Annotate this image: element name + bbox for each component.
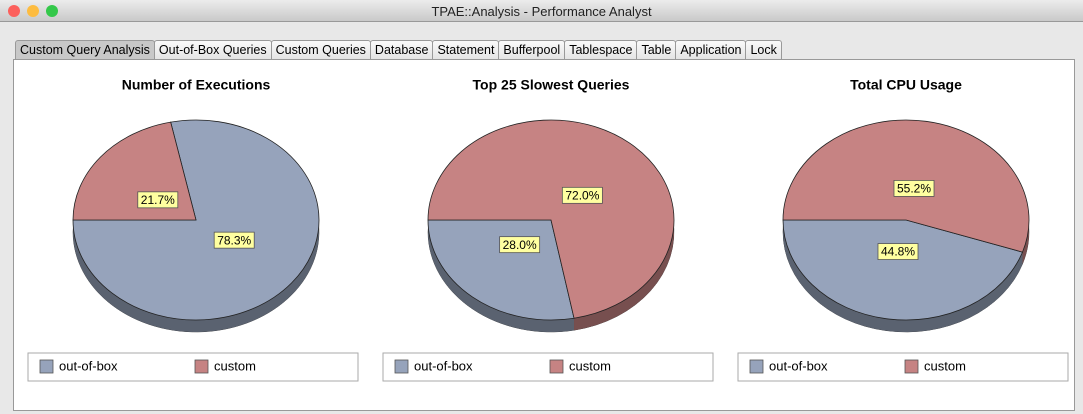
data-label-text: 55.2% bbox=[897, 182, 931, 196]
data-label: 21.7% bbox=[137, 191, 179, 209]
tab-bar: Custom Query Analysis Out-of-Box Queries C… bbox=[15, 40, 782, 59]
data-label-text: 21.7% bbox=[141, 193, 175, 207]
pie-slice-side bbox=[428, 220, 575, 332]
legend-label: out-of-box bbox=[769, 358, 828, 373]
tab[interactable]: Lock bbox=[745, 40, 782, 59]
data-label: 78.3% bbox=[213, 231, 255, 249]
legend-label: custom bbox=[924, 358, 966, 373]
tab[interactable]: Application bbox=[675, 40, 747, 59]
window-title: TPAE::Analysis - Performance Analyst bbox=[431, 4, 652, 19]
data-label-text: 78.3% bbox=[217, 233, 251, 247]
legend-label: custom bbox=[214, 358, 256, 373]
legend-label: out-of-box bbox=[414, 358, 473, 373]
legend-label: out-of-box bbox=[59, 358, 118, 373]
tab[interactable]: Custom Query Analysis bbox=[15, 40, 155, 59]
legend-box bbox=[737, 352, 1069, 382]
legend-swatch bbox=[194, 359, 209, 374]
charts: Number of Executions 78.3% 21.7% out-of-box… bbox=[27, 77, 1069, 382]
tab[interactable]: Bufferpool bbox=[498, 40, 566, 59]
tab[interactable]: Tablespace bbox=[564, 40, 638, 59]
label-box bbox=[213, 231, 255, 249]
tab[interactable]: Custom Queries bbox=[270, 40, 371, 59]
tab[interactable]: Out-of-Box Queries bbox=[153, 40, 272, 59]
label-box bbox=[893, 180, 935, 197]
data-label: 55.2% bbox=[893, 180, 935, 197]
tab[interactable]: Table bbox=[636, 40, 677, 59]
label-box bbox=[499, 236, 541, 254]
pie-slice bbox=[427, 219, 575, 321]
chart-title: Total CPU Usage bbox=[850, 77, 962, 93]
legend-swatch bbox=[904, 359, 919, 374]
label-box bbox=[561, 186, 603, 204]
label-box bbox=[137, 191, 179, 209]
label-box bbox=[877, 243, 919, 260]
data-label-text: 28.0% bbox=[503, 238, 537, 252]
pie-slice bbox=[427, 119, 675, 319]
title-bar: TPAE::Analysis - Performance Analyst bbox=[0, 0, 1083, 22]
data-label: 44.8% bbox=[877, 243, 919, 260]
chart-title: Number of Executions bbox=[122, 77, 271, 93]
minimize-button[interactable] bbox=[27, 5, 39, 17]
tab[interactable]: Database bbox=[369, 40, 434, 59]
tab[interactable]: Statement bbox=[432, 40, 500, 59]
chart-title: Top 25 Slowest Queries bbox=[473, 77, 630, 93]
legend-label: custom bbox=[569, 358, 611, 373]
close-button[interactable] bbox=[8, 5, 20, 17]
data-label: 72.0% bbox=[561, 186, 603, 204]
legend-swatch bbox=[39, 359, 54, 374]
zoom-button[interactable] bbox=[46, 5, 58, 17]
pie-slice bbox=[782, 219, 1024, 321]
pie-slice-side bbox=[574, 222, 674, 331]
legend-swatch bbox=[549, 359, 564, 374]
data-label-text: 72.0% bbox=[565, 189, 599, 203]
data-label-text: 44.8% bbox=[881, 245, 915, 259]
legend-box bbox=[27, 352, 359, 382]
data-label: 28.0% bbox=[499, 236, 541, 254]
legend-swatch bbox=[394, 359, 409, 374]
pie-slice-side bbox=[1022, 220, 1029, 265]
content-pane: Number of Executions 78.3% 21.7% out-of-box… bbox=[13, 59, 1075, 411]
legend-box bbox=[382, 352, 714, 382]
legend-swatch bbox=[749, 359, 764, 374]
